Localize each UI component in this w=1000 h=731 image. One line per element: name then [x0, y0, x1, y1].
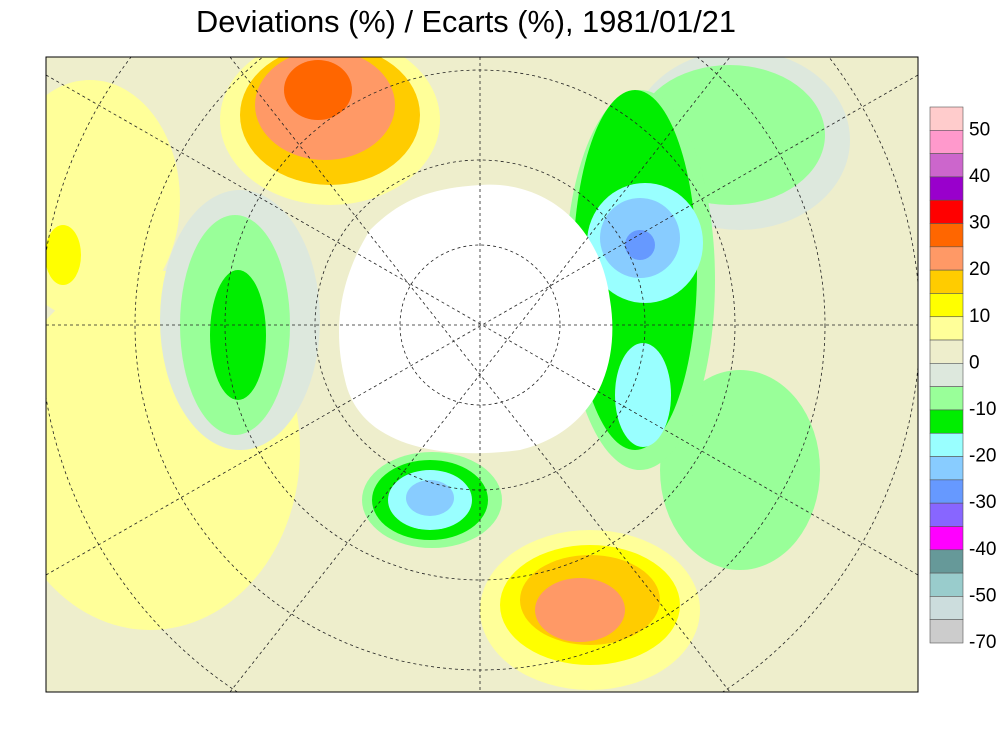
colorbar-swatch: [929, 269, 964, 294]
graticule: [46, 57, 918, 692]
colorbar-swatch: [929, 596, 964, 620]
colorbar-label: -50: [969, 585, 996, 606]
colorbar-label: 40: [969, 166, 990, 187]
colorbar-label: -10: [969, 399, 996, 420]
field-region: [535, 578, 625, 642]
colorbar-swatch: [929, 246, 964, 271]
colorbar-swatch: [929, 130, 964, 154]
colorbar-swatch: [929, 199, 964, 224]
field-region: [284, 60, 352, 120]
colorbar-swatch: [929, 176, 964, 201]
field-region: [210, 270, 266, 400]
colorbar-label: 30: [969, 213, 990, 234]
colorbar-swatch: [929, 479, 964, 504]
colorbar-swatch: [929, 223, 964, 248]
colorbar-label: -30: [969, 492, 996, 513]
colorbar-swatch: [929, 363, 964, 387]
colorbar-swatch: [929, 409, 964, 434]
map-frame: [45, 56, 919, 693]
colorbar-swatch: [929, 106, 964, 131]
colorbar-swatch: [929, 339, 964, 364]
colorbar-swatch: [929, 293, 964, 318]
colorbar-swatch: [929, 456, 964, 481]
colorbar: 50 40 30 20 10 0 -10 -20 -30 -40 -50 -70: [929, 106, 996, 653]
colorbar-swatch: [929, 386, 964, 411]
colorbar-label: -40: [969, 539, 996, 560]
colorbar-swatch: [929, 549, 964, 574]
field-region: [406, 480, 454, 516]
colorbar-swatch: [929, 572, 964, 597]
title: Deviations (%) / Ecarts (%), 1981/01/21: [196, 4, 736, 39]
colorbar-label: 50: [969, 119, 990, 140]
field-region: [615, 343, 671, 447]
field-region: [625, 230, 655, 260]
colorbar-swatch: [929, 502, 964, 527]
colorbar-label: 20: [969, 259, 990, 280]
colorbar-label: -20: [969, 446, 996, 467]
colorbar-label: -70: [969, 632, 996, 653]
map: [45, 56, 919, 693]
field-region: [46, 225, 81, 285]
colorbar-label: 0: [969, 352, 980, 373]
colorbar-swatch: [929, 432, 964, 457]
colorbar-swatch: [929, 316, 964, 341]
colorbar-label: 10: [969, 306, 990, 327]
no-data-area: [339, 184, 613, 454]
colorbar-swatch: [929, 153, 964, 178]
colorbar-swatch: [929, 619, 964, 644]
colorbar-swatch: [929, 526, 964, 551]
field-region: [46, 80, 180, 320]
field-region: [660, 370, 820, 570]
